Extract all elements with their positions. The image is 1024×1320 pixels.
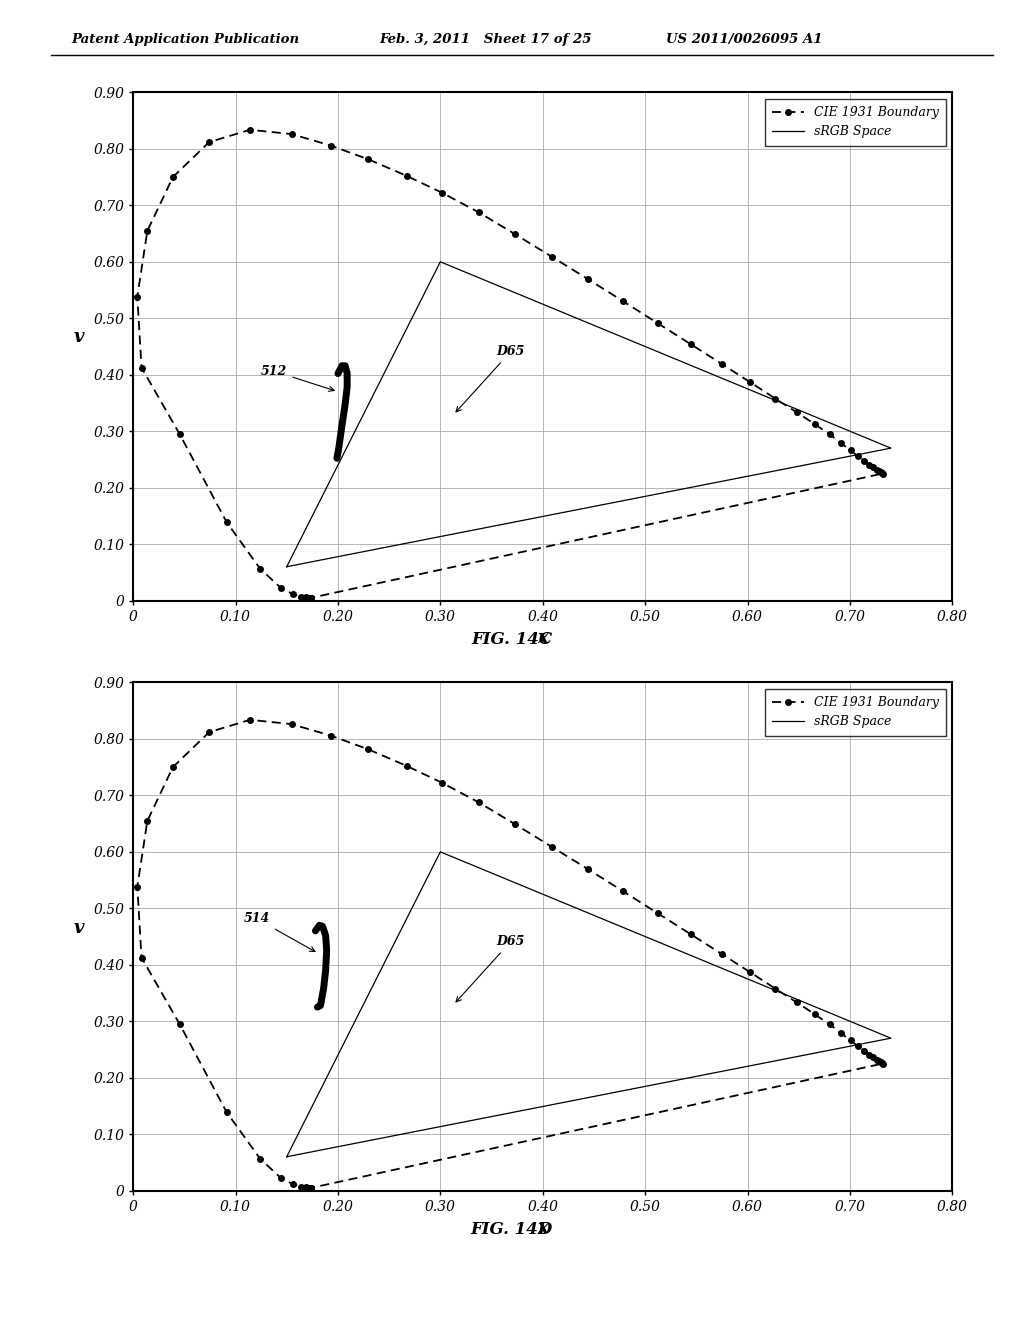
Y-axis label: v: v [74,329,84,346]
Text: FIG. 14D: FIG. 14D [471,1221,553,1238]
Text: FIG. 14C: FIG. 14C [471,631,553,648]
Text: US 2011/0026095 A1: US 2011/0026095 A1 [666,33,822,46]
X-axis label: x: x [538,1220,548,1237]
Text: D65: D65 [456,345,525,412]
Legend: CIE 1931 Boundary, sRGB Space: CIE 1931 Boundary, sRGB Space [765,689,946,737]
X-axis label: x: x [538,630,548,647]
Text: 514: 514 [244,912,315,952]
Legend: CIE 1931 Boundary, sRGB Space: CIE 1931 Boundary, sRGB Space [765,99,946,147]
Y-axis label: v: v [74,919,84,937]
Text: 512: 512 [261,364,334,391]
Text: Patent Application Publication: Patent Application Publication [72,33,300,46]
Text: Feb. 3, 2011   Sheet 17 of 25: Feb. 3, 2011 Sheet 17 of 25 [379,33,592,46]
Text: D65: D65 [456,935,525,1002]
